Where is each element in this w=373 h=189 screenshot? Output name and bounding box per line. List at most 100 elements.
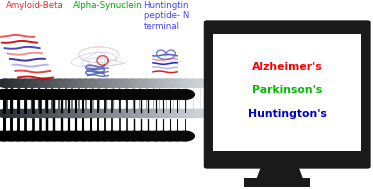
Circle shape <box>84 109 101 118</box>
Circle shape <box>132 90 151 99</box>
Circle shape <box>151 109 167 118</box>
Circle shape <box>4 109 21 118</box>
Circle shape <box>158 79 174 87</box>
Circle shape <box>104 109 121 118</box>
Circle shape <box>23 90 43 99</box>
Circle shape <box>37 90 57 99</box>
Circle shape <box>24 109 41 118</box>
Circle shape <box>185 109 201 118</box>
Circle shape <box>185 79 201 87</box>
Circle shape <box>153 131 173 141</box>
Circle shape <box>144 79 161 87</box>
Circle shape <box>139 131 158 141</box>
Circle shape <box>71 109 87 118</box>
Circle shape <box>158 109 174 118</box>
Circle shape <box>178 109 194 118</box>
Circle shape <box>95 131 115 141</box>
Circle shape <box>117 131 137 141</box>
Text: Parkinson's: Parkinson's <box>252 85 322 95</box>
Circle shape <box>59 90 79 99</box>
Circle shape <box>18 109 34 118</box>
Circle shape <box>171 109 188 118</box>
Circle shape <box>95 90 115 99</box>
Circle shape <box>164 109 181 118</box>
Circle shape <box>64 79 81 87</box>
Circle shape <box>103 131 122 141</box>
Circle shape <box>91 109 107 118</box>
Circle shape <box>191 79 208 87</box>
Circle shape <box>98 109 114 118</box>
Circle shape <box>4 79 21 87</box>
Circle shape <box>84 79 101 87</box>
Circle shape <box>111 79 128 87</box>
Circle shape <box>16 90 35 99</box>
Circle shape <box>139 90 158 99</box>
Circle shape <box>66 131 86 141</box>
Circle shape <box>11 79 27 87</box>
Bar <box>213 34 361 151</box>
Circle shape <box>103 90 122 99</box>
Circle shape <box>1 90 21 99</box>
Circle shape <box>111 109 128 118</box>
Circle shape <box>164 79 181 87</box>
Circle shape <box>88 90 107 99</box>
Circle shape <box>168 90 187 99</box>
Circle shape <box>0 131 13 141</box>
Circle shape <box>45 131 64 141</box>
Circle shape <box>31 79 47 87</box>
Circle shape <box>44 109 61 118</box>
Polygon shape <box>256 166 304 181</box>
Circle shape <box>38 109 54 118</box>
Text: Alpha-Synuclein: Alpha-Synuclein <box>73 1 142 10</box>
Circle shape <box>81 90 100 99</box>
Circle shape <box>44 79 61 87</box>
Circle shape <box>24 79 41 87</box>
Circle shape <box>9 90 28 99</box>
Circle shape <box>88 131 107 141</box>
Circle shape <box>171 79 188 87</box>
Circle shape <box>0 79 14 87</box>
Circle shape <box>118 79 134 87</box>
Circle shape <box>30 90 50 99</box>
Circle shape <box>81 131 100 141</box>
Circle shape <box>175 90 194 99</box>
Circle shape <box>18 79 34 87</box>
Circle shape <box>11 109 27 118</box>
Circle shape <box>0 109 14 118</box>
Text: Huntington's: Huntington's <box>248 109 327 119</box>
Circle shape <box>64 109 81 118</box>
Circle shape <box>160 90 180 99</box>
Circle shape <box>131 109 148 118</box>
Circle shape <box>73 90 93 99</box>
Bar <box>244 178 310 187</box>
Text: Alzheimer's: Alzheimer's <box>252 62 323 72</box>
Circle shape <box>66 90 86 99</box>
Circle shape <box>146 90 165 99</box>
Circle shape <box>0 90 13 99</box>
Circle shape <box>125 79 141 87</box>
Text: Huntingtin
peptide- N
terminal: Huntingtin peptide- N terminal <box>144 1 189 31</box>
Circle shape <box>9 131 28 141</box>
Circle shape <box>45 90 64 99</box>
Circle shape <box>160 131 180 141</box>
Circle shape <box>178 79 194 87</box>
Circle shape <box>38 79 54 87</box>
Circle shape <box>78 79 94 87</box>
Circle shape <box>118 109 134 118</box>
Circle shape <box>16 131 35 141</box>
Circle shape <box>57 109 74 118</box>
Circle shape <box>138 109 154 118</box>
Circle shape <box>30 131 50 141</box>
Circle shape <box>191 109 208 118</box>
Circle shape <box>59 131 79 141</box>
Circle shape <box>151 79 167 87</box>
Circle shape <box>23 131 43 141</box>
Circle shape <box>146 131 165 141</box>
Circle shape <box>73 131 93 141</box>
Circle shape <box>138 79 154 87</box>
Circle shape <box>1 131 21 141</box>
Circle shape <box>98 79 114 87</box>
Circle shape <box>57 79 74 87</box>
Circle shape <box>51 79 67 87</box>
Circle shape <box>144 109 161 118</box>
